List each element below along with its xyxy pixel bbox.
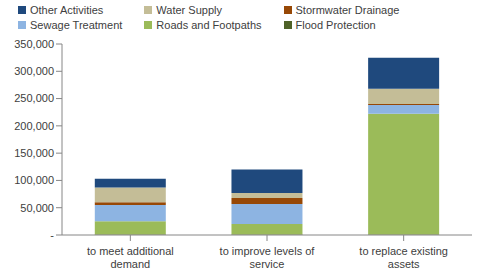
html-text:Other Activities: Other Activities (30, 4, 104, 16)
svg-text:150,000: 150,000 (14, 147, 54, 159)
svg-text:250,000: 250,000 (14, 92, 54, 104)
html-text:Stormwater Drainage: Stormwater Drainage (295, 4, 400, 16)
html-text:Roads and Footpaths: Roads and Footpaths (156, 19, 262, 31)
html-text:Water Supply: Water Supply (156, 4, 222, 16)
svg-text:300,000: 300,000 (14, 65, 54, 77)
html-text:Flood Protection: Flood Protection (295, 19, 376, 31)
svg-text:to improve levels ofservice: to improve levels ofservice (220, 245, 316, 270)
svg-text:200,000: 200,000 (14, 120, 54, 132)
svg-text:to replace existingassets: to replace existingassets (359, 245, 448, 270)
svg-text:-: - (50, 229, 54, 241)
svg-text:50,000: 50,000 (20, 202, 54, 214)
html-text:Sewage Treatment: Sewage Treatment (30, 19, 123, 31)
svg-text:350,000: 350,000 (14, 38, 54, 50)
svg-text:100,000: 100,000 (14, 174, 54, 186)
svg-text:to meet additionaldemand: to meet additionaldemand (87, 245, 174, 270)
